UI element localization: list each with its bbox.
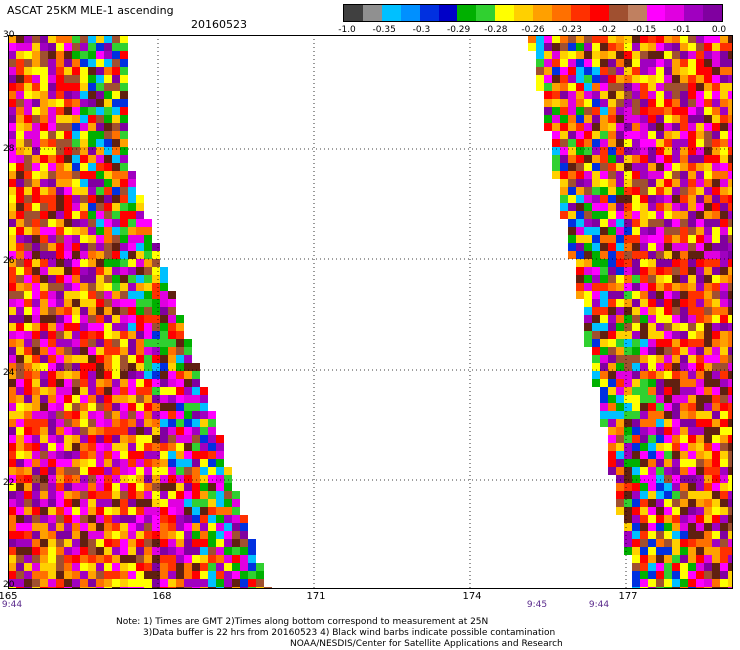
chart-date: 20160523 bbox=[191, 18, 247, 31]
legend-tick-label: -0.3 bbox=[412, 25, 431, 35]
legend-color-segment bbox=[684, 5, 704, 21]
swath-cells bbox=[8, 35, 733, 589]
map-frame-border bbox=[8, 35, 733, 589]
legend-color-segment bbox=[362, 5, 382, 21]
lat-label: 20 bbox=[3, 580, 15, 590]
legend-tick-label: -0.1 bbox=[673, 25, 691, 35]
note-line-1: Note: 1) Times are GMT 2)Times along bot… bbox=[116, 617, 489, 627]
lon-label: 165 bbox=[0, 591, 18, 602]
grid-lines bbox=[8, 35, 733, 589]
lon-label: 177 bbox=[618, 591, 638, 602]
legend-tick-label: -0.26 bbox=[521, 25, 545, 35]
lat-label: 28 bbox=[3, 144, 15, 154]
legend-color-segment bbox=[589, 5, 609, 21]
legend-color-segment bbox=[570, 5, 590, 21]
legend-tick-label: -0.35 bbox=[372, 25, 396, 35]
lat-label: 30 bbox=[3, 30, 15, 40]
legend-color-segment bbox=[495, 5, 515, 21]
time-label: 9:44 bbox=[588, 600, 610, 610]
legend-color-segment bbox=[608, 5, 628, 21]
legend-tick-label: -1.0 bbox=[338, 25, 356, 35]
legend-tick-label: -0.29 bbox=[446, 25, 471, 35]
legend-color-segment bbox=[457, 5, 477, 21]
legend-tick-label: -0.28 bbox=[484, 25, 508, 35]
legend-color-segment bbox=[665, 5, 685, 21]
legend-color-segment bbox=[344, 5, 363, 21]
lat-label: 26 bbox=[3, 256, 15, 266]
legend-tick-label: -0.23 bbox=[558, 25, 582, 35]
lat-label: 22 bbox=[3, 478, 15, 488]
color-legend-bar bbox=[343, 4, 723, 22]
legend-color-segment bbox=[400, 5, 420, 21]
legend-color-segment bbox=[438, 5, 458, 21]
legend-color-segment bbox=[646, 5, 666, 21]
legend-color-segment bbox=[551, 5, 571, 21]
lon-label: 174 bbox=[462, 591, 482, 602]
chart-title: ASCAT 25KM MLE-1 ascending bbox=[7, 4, 174, 17]
legend-color-segment bbox=[381, 5, 401, 21]
map-plot-area bbox=[8, 35, 733, 589]
time-label: 9:44 bbox=[1, 600, 23, 610]
wind-swath-map bbox=[8, 35, 733, 589]
legend-color-segment bbox=[514, 5, 534, 21]
legend-color-segment bbox=[419, 5, 439, 21]
note-line-3: NOAA/NESDIS/Center for Satellite Applica… bbox=[290, 639, 563, 649]
legend-color-segment bbox=[703, 5, 723, 21]
legend-color-segment bbox=[627, 5, 647, 21]
legend-color-segment bbox=[476, 5, 496, 21]
legend-tick-label: 0.0 bbox=[711, 25, 727, 35]
legend-tick-label: -0.15 bbox=[632, 25, 657, 35]
legend-color-segment bbox=[533, 5, 552, 21]
time-label: 9:45 bbox=[526, 600, 548, 610]
legend-tick-label: -0.2 bbox=[598, 25, 617, 35]
lon-label: 168 bbox=[152, 591, 172, 602]
note-line-2: 3)Data buffer is 22 hrs from 20160523 4)… bbox=[143, 628, 556, 638]
lat-label: 24 bbox=[3, 368, 15, 378]
lon-label: 171 bbox=[306, 591, 326, 602]
